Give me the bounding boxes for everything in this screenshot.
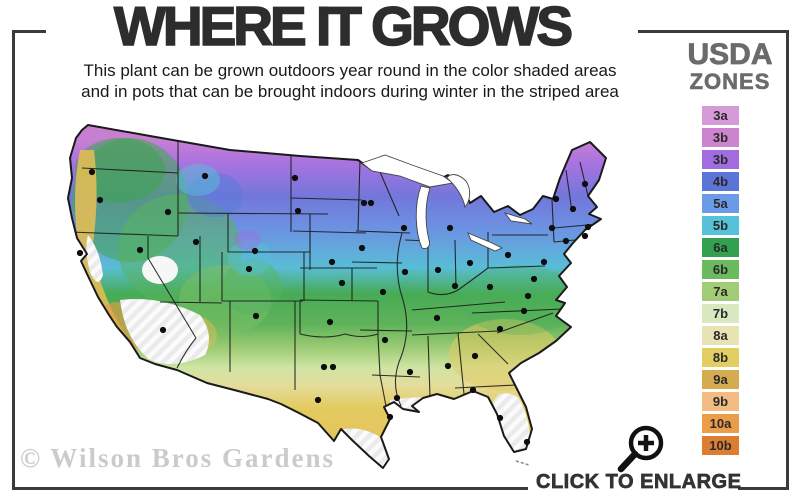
page-title: WHERE IT GROWS xyxy=(113,0,574,58)
city-dot xyxy=(386,413,394,421)
city-dot xyxy=(360,199,368,207)
legend-zone-swatch: 10b xyxy=(702,436,739,455)
great-lakes xyxy=(361,154,533,252)
city-dot xyxy=(581,180,589,188)
city-dot xyxy=(88,168,96,176)
city-dot xyxy=(251,247,259,255)
city-dot xyxy=(520,307,528,315)
city-dot xyxy=(496,414,504,422)
legend-zone-swatch: 7b xyxy=(702,304,739,323)
city-dot xyxy=(466,259,474,267)
city-dot xyxy=(367,199,375,207)
legend-zone-swatch: 10a xyxy=(702,414,739,433)
click-to-enlarge-label[interactable]: CLICK TO ENLARGE xyxy=(536,471,742,494)
legend-zone-swatch: 7a xyxy=(702,282,739,301)
city-dot xyxy=(328,258,336,266)
city-dot xyxy=(201,172,209,180)
city-dot xyxy=(252,312,260,320)
zone-fill-layer xyxy=(68,125,606,468)
watermark: © Wilson Bros Gardens xyxy=(20,443,335,473)
frame-top-right xyxy=(638,30,789,33)
legend-zone-swatch: 9a xyxy=(702,370,739,389)
city-dot xyxy=(581,232,589,240)
city-dot xyxy=(96,196,104,204)
city-dot xyxy=(291,174,299,182)
city-dot xyxy=(584,223,592,231)
city-dot xyxy=(381,336,389,344)
city-dots xyxy=(76,168,592,446)
city-dot xyxy=(540,258,548,266)
legend-zone-swatch: 6b xyxy=(702,260,739,279)
city-dot xyxy=(326,318,334,326)
city-dot xyxy=(552,195,560,203)
city-dot xyxy=(444,362,452,370)
city-dot xyxy=(523,438,531,446)
legend-zone-swatch: 6a xyxy=(702,238,739,257)
legend-zone-swatch: 9b xyxy=(702,392,739,411)
legend-title-zones: ZONES xyxy=(689,69,771,94)
city-dot xyxy=(471,352,479,360)
city-dot xyxy=(192,238,200,246)
city-dot xyxy=(530,275,538,283)
florida-keys xyxy=(515,460,530,466)
legend-title-usda: USDA xyxy=(687,38,773,71)
city-dot xyxy=(400,224,408,232)
legend-zone-swatch: 3b xyxy=(702,128,739,147)
legend-zone-swatch: 3b xyxy=(702,150,739,169)
frame-right xyxy=(786,30,789,490)
legend-zone-swatch: 5a xyxy=(702,194,739,213)
legend-zone-swatch: 4b xyxy=(702,172,739,191)
city-dot xyxy=(358,244,366,252)
city-dot xyxy=(469,386,477,394)
city-dot xyxy=(393,394,401,402)
us-outline xyxy=(67,124,607,469)
legend-zone-swatch: 5b xyxy=(702,216,739,235)
city-dot xyxy=(406,368,414,376)
city-dot xyxy=(245,265,253,273)
city-dot xyxy=(320,363,328,371)
city-dot xyxy=(486,283,494,291)
magnifier-plus-icon[interactable] xyxy=(600,416,670,478)
city-dot xyxy=(504,251,512,259)
legend-zone-swatch: 8a xyxy=(702,326,739,345)
city-dot xyxy=(562,237,570,245)
city-dot xyxy=(76,249,84,257)
subtitle-line-2: and in pots that can be brought indoors … xyxy=(81,82,619,101)
subtitle: This plant can be grown outdoors year ro… xyxy=(28,60,672,102)
usda-zones-legend: USDA ZONES xyxy=(676,38,784,94)
frame-left xyxy=(12,30,15,490)
legend-zone-swatch: 8b xyxy=(702,348,739,367)
frame-bottom-left xyxy=(12,487,528,490)
city-dot xyxy=(379,288,387,296)
city-dot xyxy=(446,224,454,232)
city-dot xyxy=(433,314,441,322)
city-dot xyxy=(548,224,556,232)
city-dot xyxy=(401,268,409,276)
city-dot xyxy=(314,396,322,404)
state-borders xyxy=(69,135,599,407)
legend-zone-swatch: 3a xyxy=(702,106,739,125)
city-dot xyxy=(434,266,442,274)
city-dot xyxy=(569,205,577,213)
city-dot xyxy=(136,246,144,254)
city-dot xyxy=(451,282,459,290)
frame-bottom-right xyxy=(738,487,789,490)
city-dot xyxy=(524,292,532,300)
city-dot xyxy=(338,279,346,287)
city-dot xyxy=(496,325,504,333)
legend-zone-list: 3a 3b 3b 4b 5a 5b 6a 6b 7a 7b 8a 8b 9a 9b 10a 10b xyxy=(702,106,739,458)
city-dot xyxy=(159,326,167,334)
city-dot xyxy=(164,208,172,216)
frame-top-left xyxy=(12,30,46,33)
city-dot xyxy=(329,363,337,371)
subtitle-line-1: This plant can be grown outdoors year ro… xyxy=(83,61,617,80)
city-dot xyxy=(294,207,302,215)
